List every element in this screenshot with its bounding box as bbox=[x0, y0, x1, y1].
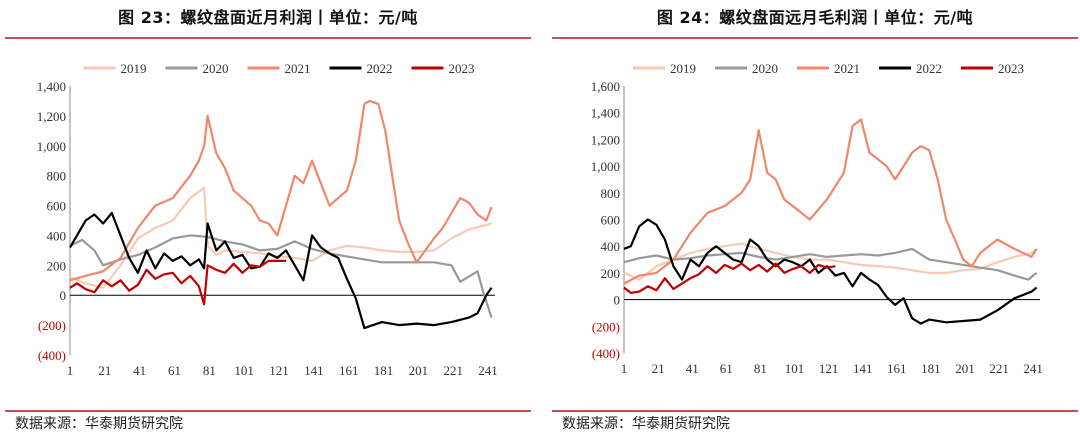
x-tick-label: 201 bbox=[955, 361, 975, 376]
y-tick-label: 600 bbox=[47, 199, 67, 214]
series-line-2021 bbox=[623, 118, 1038, 285]
x-tick-label: 121 bbox=[269, 363, 289, 378]
x-tick-label: 61 bbox=[168, 363, 181, 378]
x-tick-label: 21 bbox=[652, 361, 665, 376]
y-tick-label: 800 bbox=[601, 186, 621, 201]
x-tick-label: 161 bbox=[339, 363, 359, 378]
source-label: 数据来源：华泰期货研究院 bbox=[562, 416, 730, 432]
series-line-2023 bbox=[69, 259, 286, 306]
x-tick-label: 1 bbox=[621, 361, 628, 376]
x-tick-label: 221 bbox=[989, 361, 1009, 376]
x-tick-label: 201 bbox=[409, 363, 429, 378]
y-tick-label: 400 bbox=[47, 228, 67, 243]
chart-title: 图 23：螺纹盘面近月利润丨单位：元/吨 bbox=[118, 8, 418, 27]
legend-label-2019: 2019 bbox=[121, 61, 147, 76]
x-tick-label: 141 bbox=[304, 363, 324, 378]
y-tick-label: 0 bbox=[60, 288, 67, 303]
y-tick-label: 800 bbox=[47, 169, 67, 184]
series-line-2022 bbox=[69, 211, 493, 330]
y-tick-label: 1,600 bbox=[591, 79, 620, 94]
y-tick-label: 1,200 bbox=[37, 109, 66, 124]
source-rule bbox=[5, 410, 531, 412]
x-tick-label: 121 bbox=[819, 361, 839, 376]
series-line-2022 bbox=[623, 218, 1038, 325]
x-tick-label: 221 bbox=[443, 363, 463, 378]
line-chart-far-month-profit: (400) (200) 0 200 400 600 800 1,000 1,200 1,400 1,… bbox=[591, 61, 1043, 376]
x-tick-label: 61 bbox=[720, 361, 733, 376]
series-line-2020 bbox=[623, 247, 1038, 281]
y-tick-label: (200) bbox=[38, 318, 66, 333]
y-tick-label: 1,200 bbox=[591, 132, 620, 147]
legend-label-2021: 2021 bbox=[834, 61, 860, 76]
x-tick-label: 181 bbox=[374, 363, 394, 378]
x-tick-label: 181 bbox=[921, 361, 941, 376]
series-line-2019 bbox=[623, 242, 1038, 281]
y-tick-label: 1,400 bbox=[37, 79, 66, 94]
x-tick-label: 41 bbox=[686, 361, 699, 376]
x-tick-label: 241 bbox=[478, 363, 498, 378]
x-tick-label: 41 bbox=[133, 363, 146, 378]
y-tick-label: 200 bbox=[601, 266, 621, 281]
legend-label-2022: 2022 bbox=[367, 61, 393, 76]
y-tick-label: 1,400 bbox=[591, 106, 620, 121]
chart-panel-right: 图 24：螺纹盘面远月毛利润丨单位：元/吨 (400) (200) 0 200 400 6… bbox=[552, 0, 1078, 435]
chart-title: 图 24：螺纹盘面远月毛利润丨单位：元/吨 bbox=[656, 8, 974, 27]
x-tick-label: 141 bbox=[853, 361, 873, 376]
chart-panel-left: 图 23：螺纹盘面近月利润丨单位：元/吨 (400) (200) 0 200 400 60… bbox=[5, 0, 531, 435]
y-tick-label: 600 bbox=[601, 213, 621, 228]
y-tick-label: (400) bbox=[592, 346, 620, 361]
source-label: 数据来源：华泰期货研究院 bbox=[15, 416, 183, 432]
legend-label-2019: 2019 bbox=[670, 61, 696, 76]
series-line-2021 bbox=[69, 99, 493, 282]
x-tick-label: 241 bbox=[1023, 361, 1043, 376]
x-tick-label: 1 bbox=[67, 363, 74, 378]
source-rule bbox=[552, 410, 1078, 412]
y-tick-label: 0 bbox=[614, 293, 621, 308]
legend-label-2023: 2023 bbox=[998, 61, 1024, 76]
x-tick-label: 101 bbox=[785, 361, 805, 376]
x-tick-label: 101 bbox=[234, 363, 254, 378]
y-tick-label: 1,000 bbox=[37, 139, 66, 154]
legend-label-2020: 2020 bbox=[752, 61, 778, 76]
series-line-2023 bbox=[623, 262, 836, 294]
y-tick-label: 400 bbox=[601, 239, 621, 254]
x-tick-label: 81 bbox=[203, 363, 216, 378]
x-tick-label: 81 bbox=[754, 361, 767, 376]
y-tick-label: 1,000 bbox=[591, 159, 620, 174]
legend-label-2023: 2023 bbox=[449, 61, 475, 76]
y-tick-label: (200) bbox=[592, 319, 620, 334]
title-rule bbox=[552, 37, 1078, 39]
legend-label-2021: 2021 bbox=[285, 61, 311, 76]
x-tick-label: 21 bbox=[98, 363, 111, 378]
y-tick-label: (400) bbox=[38, 348, 66, 363]
legend-label-2020: 2020 bbox=[203, 61, 229, 76]
y-tick-label: 200 bbox=[47, 258, 67, 273]
x-tick-label: 161 bbox=[887, 361, 907, 376]
title-rule bbox=[5, 37, 531, 39]
legend-label-2022: 2022 bbox=[916, 61, 942, 76]
